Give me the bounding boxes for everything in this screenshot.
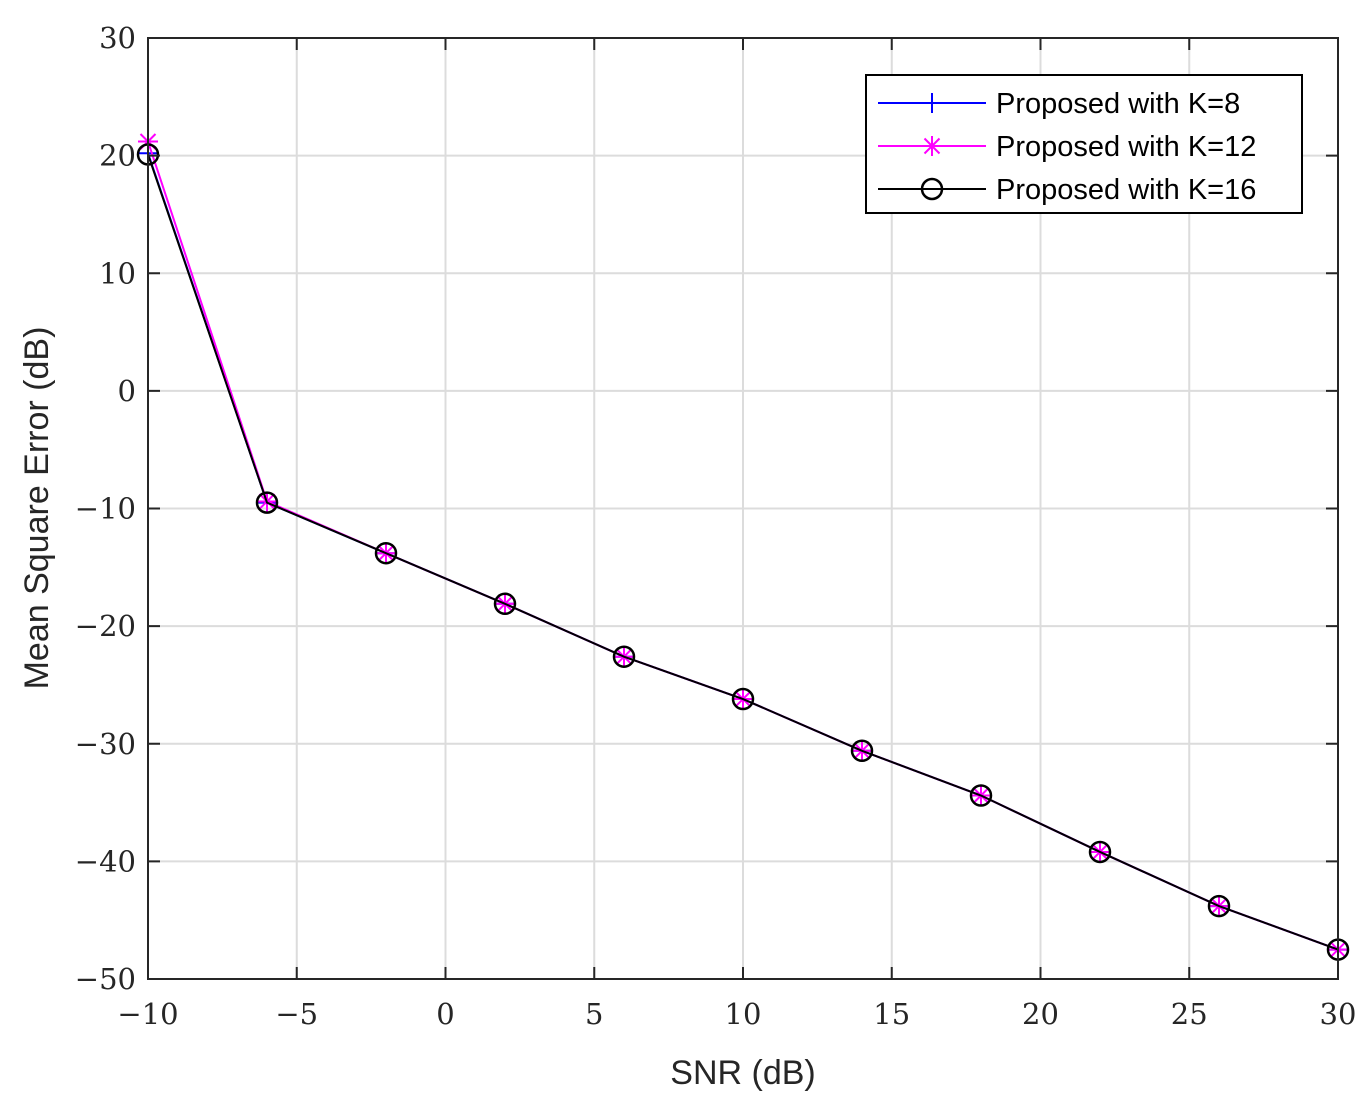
axis-ticks xyxy=(147,37,1339,980)
x-tick-label: 20 xyxy=(1022,997,1059,1031)
y-tick-label: −20 xyxy=(75,609,136,643)
x-tick-label: 5 xyxy=(585,997,603,1031)
x-axis-label: SNR (dB) xyxy=(670,1054,815,1092)
x-tick-label: 30 xyxy=(1320,997,1357,1031)
legend-label: Proposed with K=16 xyxy=(996,174,1256,206)
y-tick-label: 20 xyxy=(99,139,136,173)
legend-marker-plus xyxy=(922,93,942,113)
y-tick-labels: −50 −40 −30 −20 −10 0 10 20 30 xyxy=(75,21,136,996)
y-tick-label: −30 xyxy=(75,727,136,761)
data-point-circle xyxy=(374,541,398,565)
data-point-circle xyxy=(255,491,279,514)
data-point-circle xyxy=(731,687,755,711)
data-point-circle xyxy=(850,739,874,763)
legend-item: Proposed with K=12 xyxy=(878,131,1256,163)
x-tick-label: 0 xyxy=(436,997,454,1031)
data-point-circle xyxy=(493,592,517,616)
legend-marker-circle xyxy=(920,177,944,201)
legend-label: Proposed with K=8 xyxy=(996,88,1240,120)
data-point-circle xyxy=(1088,840,1112,864)
data-point-circle xyxy=(612,645,636,668)
x-tick-label: 10 xyxy=(725,997,762,1031)
y-tick-label: 30 xyxy=(99,21,136,55)
y-tick-label: −40 xyxy=(75,844,136,878)
x-tick-label: −10 xyxy=(117,997,178,1031)
y-tick-label: 10 xyxy=(99,256,136,290)
x-tick-label: −5 xyxy=(275,997,318,1031)
series-line xyxy=(147,154,1339,951)
y-axis-label: Mean Square Error (dB) xyxy=(18,327,56,690)
y-tick-label: −50 xyxy=(75,962,136,996)
legend-label: Proposed with K=12 xyxy=(996,131,1256,163)
x-tick-label: 25 xyxy=(1171,997,1208,1031)
legend-item: Proposed with K=8 xyxy=(878,88,1240,120)
legend-marker-asterisk xyxy=(922,136,942,156)
data-point-circle xyxy=(1207,894,1231,918)
legend-item: Proposed with K=16 xyxy=(878,174,1256,206)
legend: Proposed with K=8 Proposed with K=12 Propo… xyxy=(865,74,1303,214)
y-tick-label: −10 xyxy=(75,492,136,526)
x-tick-label: 15 xyxy=(873,997,910,1031)
y-tick-label: 0 xyxy=(118,374,136,408)
x-tick-labels: −10 −5 0 5 10 15 20 25 30 xyxy=(117,997,1356,1031)
data-point-circle xyxy=(969,784,993,807)
